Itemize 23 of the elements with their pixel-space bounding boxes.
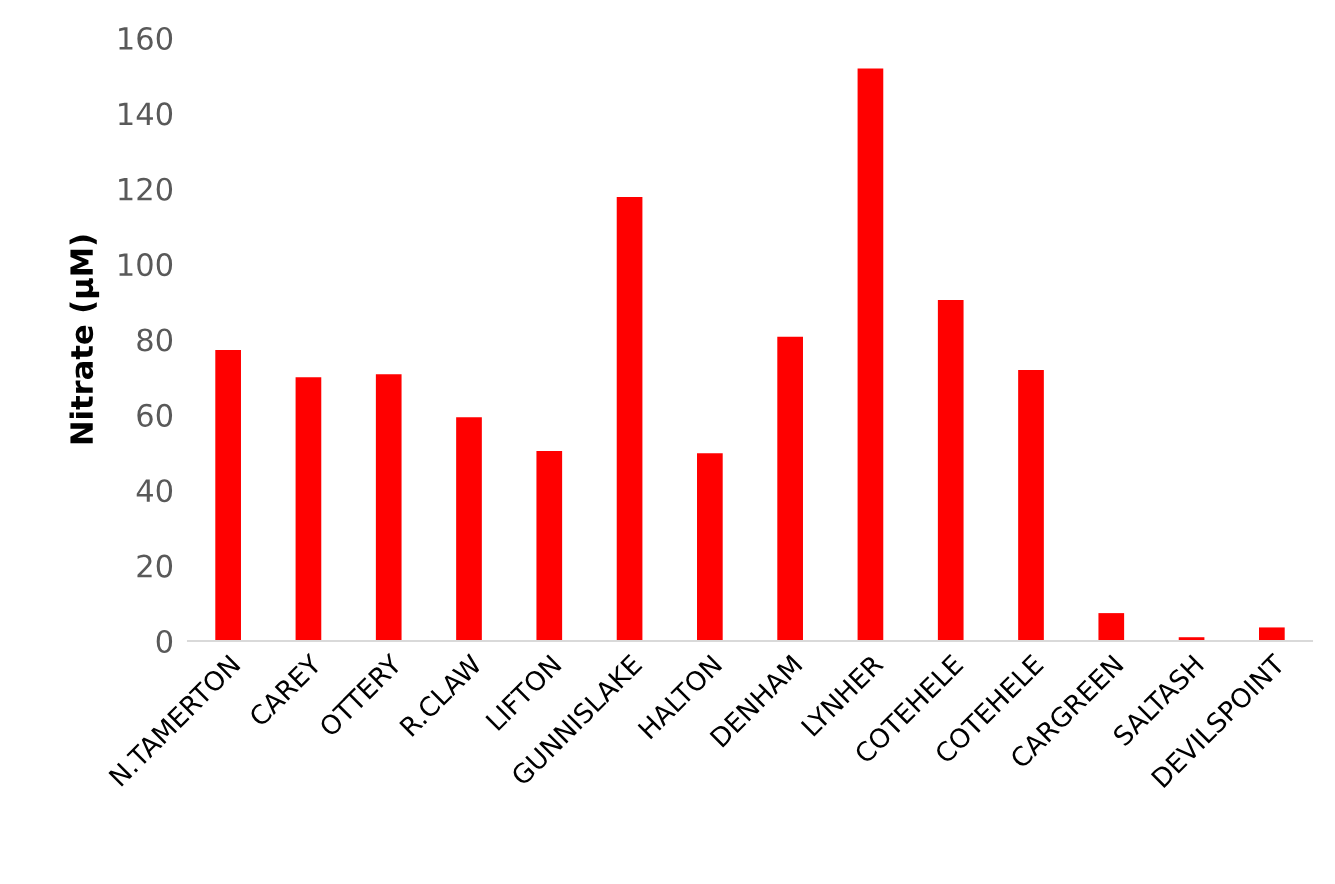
bar xyxy=(1098,613,1125,641)
bar xyxy=(1259,627,1285,641)
bar xyxy=(777,336,803,641)
bar xyxy=(536,451,563,641)
y-tick-label: 120 xyxy=(119,177,173,201)
y-tick-label: 40 xyxy=(136,479,173,503)
y-tick-label: 80 xyxy=(137,328,173,352)
bar xyxy=(937,299,964,641)
y-tick-label: 140 xyxy=(119,102,173,126)
y-tick-label: 20 xyxy=(137,554,173,578)
bar xyxy=(697,453,723,641)
y-axis-title: Nitrate (µM) xyxy=(69,235,100,444)
y-tick-label: 160 xyxy=(119,26,173,51)
bar xyxy=(456,417,482,641)
bar xyxy=(215,350,241,641)
bar xyxy=(857,68,884,641)
bar xyxy=(1018,370,1044,641)
bar xyxy=(375,374,402,641)
y-tick-label: 100 xyxy=(119,253,173,277)
bar xyxy=(295,377,322,641)
bar xyxy=(616,197,643,641)
y-tick-label: 60 xyxy=(137,403,173,427)
y-tick-label: 0 xyxy=(156,629,173,654)
